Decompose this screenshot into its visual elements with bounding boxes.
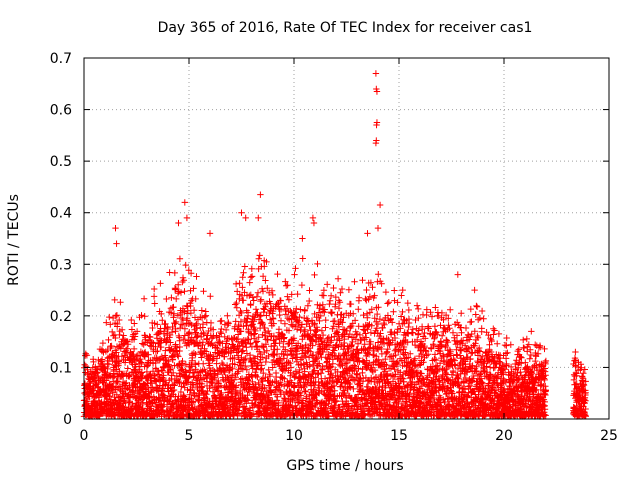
y-tick-label: 0.2 [50, 309, 72, 325]
scatter-point [257, 191, 264, 198]
scatter-point [572, 348, 579, 356]
plot-frame [83, 57, 610, 420]
x-tick-label: 5 [185, 428, 194, 444]
scatter-point [373, 88, 381, 95]
scatter-points-dense [80, 252, 589, 420]
scatter-point [181, 199, 188, 206]
scatter-point [528, 328, 535, 335]
scatter-point [206, 230, 214, 237]
scatter-point [364, 230, 371, 237]
scatter-point [471, 286, 478, 294]
scatter-point [242, 214, 249, 222]
y-tick-label: 0.5 [50, 154, 72, 170]
scatter-point [376, 201, 384, 209]
scatter-point [238, 209, 245, 216]
scatter-point [310, 219, 318, 227]
y-tick-label: 0.7 [50, 51, 72, 67]
scatter-point [373, 137, 380, 144]
scatter-point [309, 214, 317, 222]
scatter-point [454, 271, 461, 278]
y-tick-label: 0.3 [50, 257, 72, 273]
y-tick-label: 0 [63, 412, 72, 428]
scatter-point [255, 214, 262, 222]
x-tick-label: 10 [285, 428, 303, 444]
y-tick-label: 0.1 [50, 360, 72, 376]
scatter-point [374, 224, 382, 232]
scatter-point [183, 214, 191, 222]
y-axis-label: ROTI / TECUs [6, 194, 22, 286]
data-points [80, 70, 589, 420]
scatter-point [112, 224, 119, 232]
scatter-point [299, 235, 306, 242]
scatter-point [373, 119, 381, 126]
x-tick-label: 0 [80, 428, 89, 444]
scatter-point [113, 240, 120, 247]
scatter-point [372, 70, 380, 77]
x-tick-label: 15 [390, 428, 408, 444]
axis-ticks [83, 57, 610, 420]
x-axis-label: GPS time / hours [286, 458, 403, 474]
x-tick-label: 25 [600, 428, 618, 444]
chart-title: Day 365 of 2016, Rate Of TEC Index for r… [158, 20, 533, 36]
y-tick-label: 0.6 [50, 103, 72, 119]
y-tick-label: 0.4 [50, 206, 72, 222]
scatter-point [175, 219, 182, 227]
x-tick-label: 20 [495, 428, 513, 444]
tick-labels: 0 5 10 15 20 25 0 0.1 0.2 0.3 0.4 0.5 0.6 0.7 [50, 51, 618, 444]
